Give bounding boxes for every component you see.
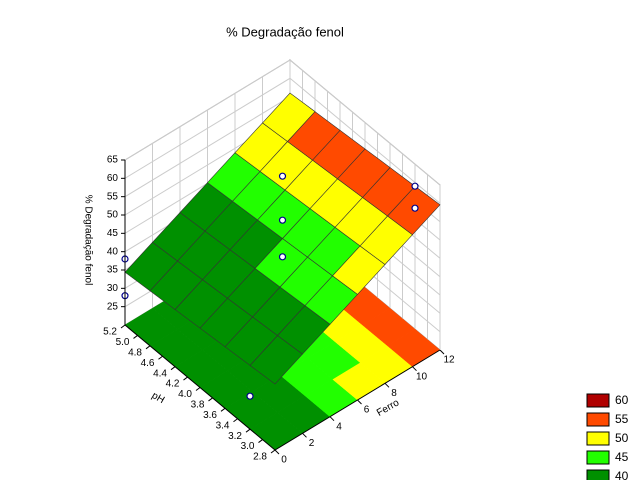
z-tick-label: 60 bbox=[107, 173, 119, 184]
legend-label: 55 bbox=[615, 412, 629, 426]
tick-mark bbox=[245, 428, 251, 433]
x-tick-label: 0 bbox=[281, 455, 287, 466]
legend-swatch bbox=[586, 393, 610, 408]
data-point bbox=[246, 392, 254, 400]
legend-swatch bbox=[586, 469, 610, 480]
legend-label: 50 bbox=[615, 431, 629, 445]
axis-line bbox=[124, 160, 441, 451]
tick-mark bbox=[258, 439, 263, 443]
z-tick-label: 40 bbox=[107, 246, 119, 257]
legend-swatch bbox=[586, 431, 610, 446]
tick-mark bbox=[158, 355, 163, 360]
tick-mark bbox=[412, 366, 417, 372]
x-tick-label: 10 bbox=[416, 371, 428, 382]
tick-mark bbox=[220, 407, 226, 412]
y-tick-label: 4.0 bbox=[178, 389, 192, 400]
surface-cell bbox=[262, 92, 316, 142]
x-tick-label: 12 bbox=[443, 355, 455, 366]
y-tick-label: 3.0 bbox=[241, 441, 255, 452]
y-tick-label: 3.6 bbox=[203, 410, 217, 421]
data-point bbox=[278, 216, 287, 224]
tick-mark bbox=[274, 449, 280, 455]
tick-mark bbox=[302, 432, 307, 438]
y-tick-label: 4.8 bbox=[128, 347, 142, 358]
tick-mark bbox=[145, 345, 151, 350]
data-point bbox=[411, 204, 419, 212]
tick-mark bbox=[270, 449, 276, 454]
y-tick-label: 3.8 bbox=[191, 400, 205, 411]
legend-label: 40 bbox=[615, 469, 629, 480]
y-tick-label: 3.4 bbox=[216, 420, 230, 431]
data-point bbox=[411, 182, 419, 190]
tick-mark bbox=[195, 387, 201, 391]
tick-mark bbox=[120, 324, 126, 329]
tick-mark bbox=[208, 397, 213, 402]
tick-mark bbox=[439, 349, 445, 355]
y-tick-label: 4.6 bbox=[141, 358, 155, 369]
x-tick-label: 2 bbox=[309, 438, 315, 449]
y-tick-label: 4.4 bbox=[153, 368, 167, 379]
y-tick-label: 2.8 bbox=[253, 452, 267, 463]
legend-label: 45 bbox=[615, 450, 629, 464]
data-point bbox=[278, 172, 287, 180]
tick-mark bbox=[357, 399, 362, 405]
x-tick-label: 4 bbox=[336, 421, 342, 432]
y-tick-label: 4.2 bbox=[166, 379, 180, 390]
x-tick-label: 8 bbox=[391, 388, 397, 399]
y-tick-label: 5.0 bbox=[116, 337, 130, 348]
z-axis-label: % Degradação fenol bbox=[82, 195, 93, 286]
tick-mark bbox=[183, 376, 188, 381]
tick-mark bbox=[329, 416, 335, 422]
z-tick-label: 35 bbox=[107, 265, 119, 276]
tick-mark bbox=[233, 418, 238, 423]
tick-mark bbox=[384, 382, 390, 388]
legend-swatch bbox=[586, 450, 610, 465]
z-tick-label: 65 bbox=[107, 155, 119, 166]
tick-mark bbox=[133, 335, 138, 339]
y-tick-label: 3.2 bbox=[228, 431, 242, 442]
x-tick-label: 6 bbox=[364, 405, 370, 416]
chart-title: % Degradação fenol bbox=[226, 24, 344, 39]
data-point bbox=[278, 253, 287, 261]
legend-swatch bbox=[586, 412, 610, 427]
z-tick-label: 50 bbox=[107, 210, 119, 221]
legend-label: 60 bbox=[615, 393, 629, 407]
z-tick-label: 45 bbox=[107, 228, 119, 239]
z-tick-label: 30 bbox=[107, 283, 119, 294]
z-tick-label: 55 bbox=[107, 191, 119, 202]
y-tick-label: 5.2 bbox=[103, 327, 117, 338]
z-tick-label: 25 bbox=[107, 301, 119, 312]
tick-mark bbox=[170, 366, 176, 371]
